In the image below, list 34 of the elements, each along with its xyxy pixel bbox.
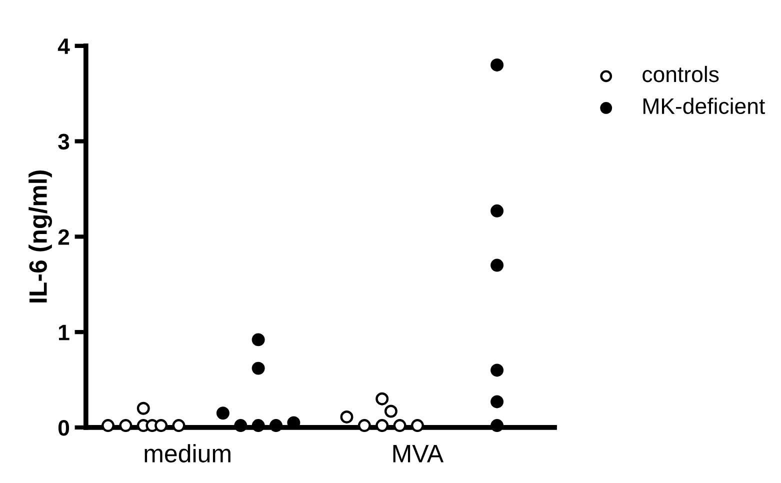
point — [216, 406, 230, 420]
legend-label: controls — [642, 66, 719, 82]
x-tick-label: medium — [144, 444, 230, 462]
legend-label: MK-deficient — [643, 98, 765, 114]
point — [270, 419, 282, 432]
x-tick-label: MVA — [393, 445, 444, 462]
point — [490, 258, 504, 272]
point — [376, 419, 389, 432]
point — [172, 419, 186, 432]
point — [490, 364, 504, 377]
point — [136, 402, 150, 415]
point — [384, 404, 398, 418]
point — [102, 419, 115, 432]
point — [490, 58, 504, 72]
point — [393, 419, 406, 432]
point — [119, 419, 132, 432]
point — [252, 362, 265, 375]
y-tick-label: 0 — [58, 420, 70, 436]
point — [252, 333, 265, 346]
point — [340, 410, 354, 424]
point — [490, 419, 504, 432]
point — [234, 419, 248, 432]
y-axis-title: IL-6 (ng/ml) — [28, 170, 52, 302]
point — [154, 419, 168, 432]
point — [252, 419, 265, 432]
point — [358, 419, 371, 432]
point — [490, 395, 504, 408]
y-tick-label: 2 — [58, 229, 70, 245]
y-tick-label: 3 — [58, 134, 70, 150]
point — [490, 204, 504, 218]
y-tick-label: 1 — [58, 324, 70, 340]
point — [376, 392, 389, 406]
point — [410, 419, 424, 432]
y-tick-label: 4 — [58, 38, 70, 54]
